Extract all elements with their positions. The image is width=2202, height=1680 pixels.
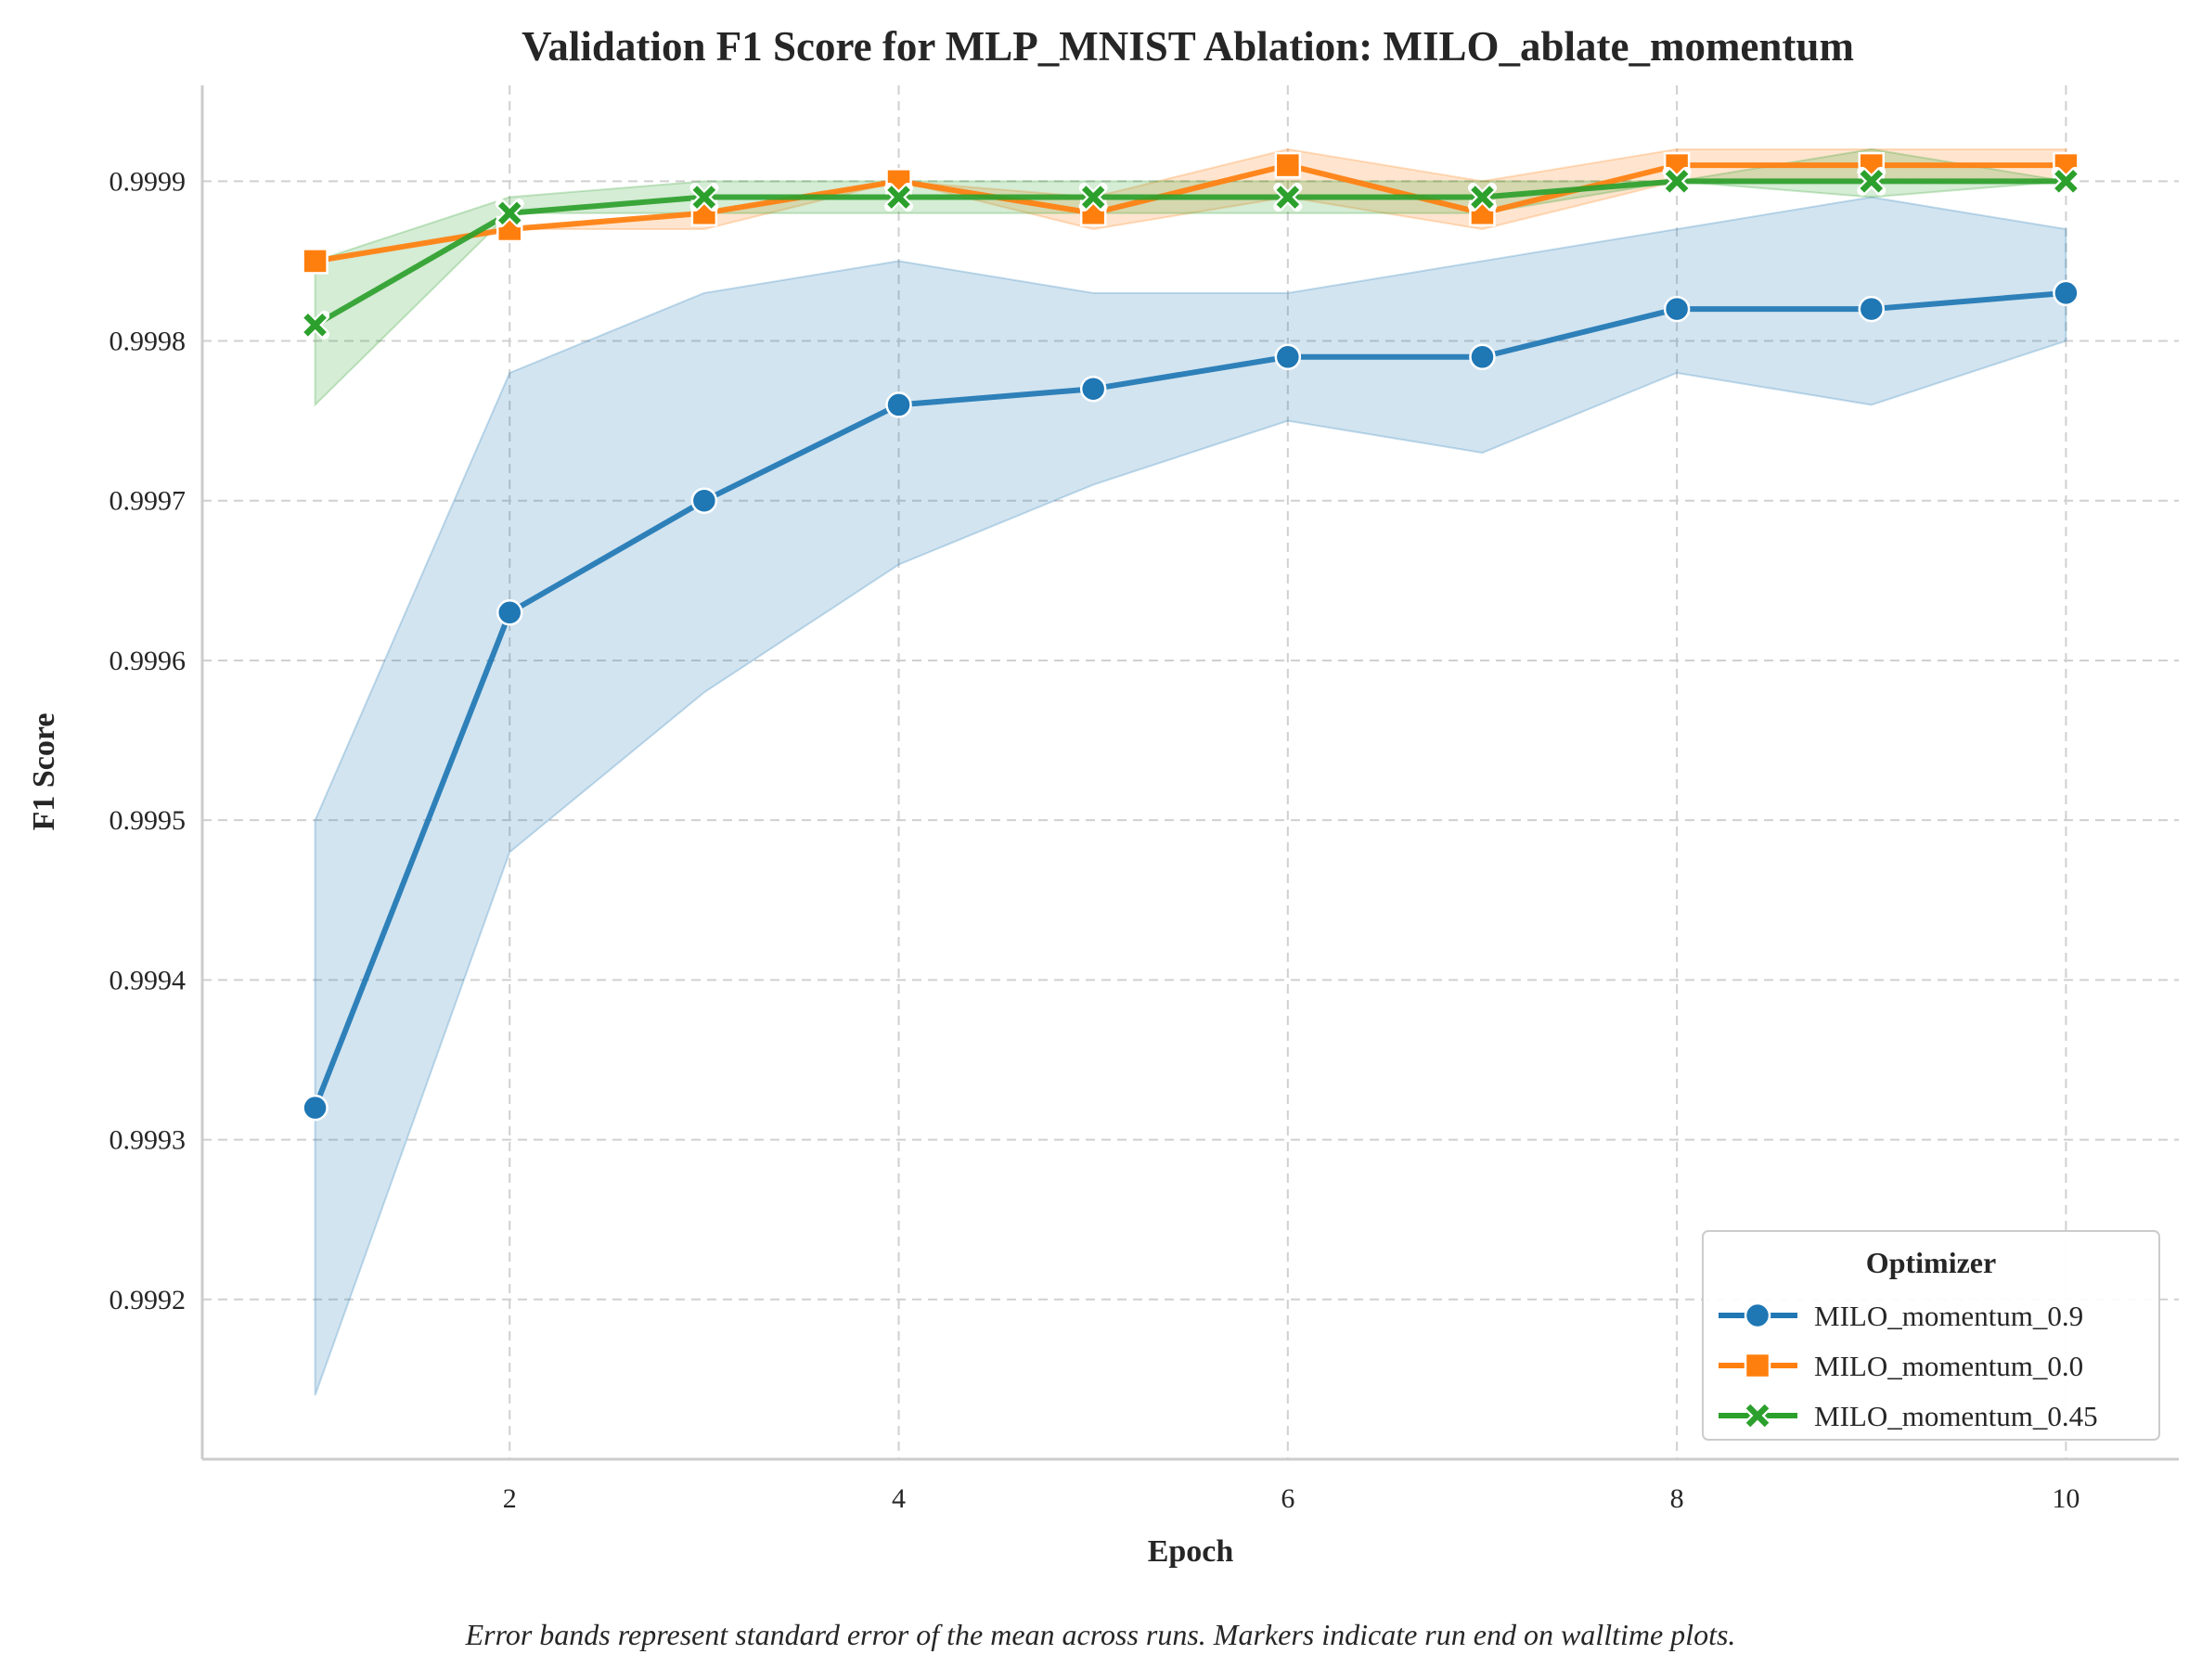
data-point-x <box>1857 166 1887 196</box>
data-point-circle <box>1469 343 1496 371</box>
data-point-circle <box>1858 295 1886 323</box>
legend-marker <box>1743 1401 1772 1430</box>
y-tick-label: 0.9995 <box>109 805 187 836</box>
error-band-circle <box>314 196 2067 1396</box>
y-tick-label: 0.9996 <box>109 646 187 676</box>
data-point-square <box>302 248 328 275</box>
x-tick-label: 4 <box>892 1483 906 1514</box>
legend-marker <box>1744 1352 1771 1379</box>
data-point-x <box>1078 183 1108 212</box>
chart-caption: Error bands represent standard error of … <box>465 1618 1736 1651</box>
series-line-x <box>314 178 2067 327</box>
data-point-x <box>1273 183 1303 212</box>
y-tick-label: 0.9993 <box>109 1125 187 1156</box>
legend-item: MILO_momentum_0.45 <box>1719 1400 2098 1432</box>
data-point-circle <box>1079 375 1107 403</box>
chart-title: Validation F1 Score for MLP_MNIST Ablati… <box>522 23 1854 70</box>
data-point-circle <box>302 1094 328 1122</box>
legend-items: MILO_momentum_0.9 MILO_momentum_0.0 MILO_m… <box>1719 1300 2098 1432</box>
legend: Optimizer MILO_momentum_0.9MILO_momentum… <box>1702 1230 2160 1441</box>
series-line-circle <box>312 289 2067 1109</box>
data-point-circle <box>690 487 718 514</box>
x-tick-label: 2 <box>503 1483 517 1514</box>
data-point-circle <box>496 599 523 626</box>
legend-frame <box>1702 1230 2160 1441</box>
legend-label: MILO_momentum_0.45 <box>1814 1400 2098 1432</box>
y-tick-label: 0.9997 <box>109 486 187 517</box>
y-tick-label: 0.9998 <box>109 327 187 357</box>
series-markers <box>301 151 2080 1122</box>
data-point-x <box>1662 166 1692 196</box>
legend-item: MILO_momentum_0.0 <box>1719 1350 2083 1382</box>
legend-item: MILO_momentum_0.9 <box>1719 1300 2083 1332</box>
y-tick-label: 0.9994 <box>109 965 187 995</box>
data-point-x <box>689 183 719 212</box>
tick-labels: 2 4 6 8 10 0.9992 0.9993 0.9994 0.9995 0.9996 0.99… <box>109 166 2080 1514</box>
x-tick-label: 10 <box>2052 1483 2080 1514</box>
data-point-x <box>495 199 524 228</box>
error-band-x <box>314 147 2067 407</box>
data-point-x <box>301 310 330 340</box>
y-axis-label: F1 Score <box>27 713 61 831</box>
legend-title: Optimizer <box>1866 1246 1996 1279</box>
data-point-circle <box>2053 279 2080 307</box>
data-point-circle <box>1663 295 1691 323</box>
legend-marker <box>1744 1302 1771 1329</box>
series-lines <box>312 162 2067 1109</box>
y-tick-label: 0.9999 <box>109 166 187 197</box>
series-line-square <box>315 162 2067 264</box>
legend-label: MILO_momentum_0.9 <box>1814 1300 2083 1332</box>
y-tick-label: 0.9992 <box>109 1285 187 1315</box>
data-point-x <box>2051 166 2080 196</box>
x-axis-label: Epoch <box>1148 1534 1234 1569</box>
x-tick-label: 6 <box>1281 1483 1294 1514</box>
data-point-circle <box>885 391 912 418</box>
data-point-square <box>1274 151 1302 179</box>
x-tick-label: 8 <box>1670 1483 1684 1514</box>
legend-label: MILO_momentum_0.0 <box>1814 1350 2083 1382</box>
data-point-x <box>1467 183 1497 212</box>
data-point-x <box>884 183 914 212</box>
data-point-circle <box>1274 343 1302 371</box>
